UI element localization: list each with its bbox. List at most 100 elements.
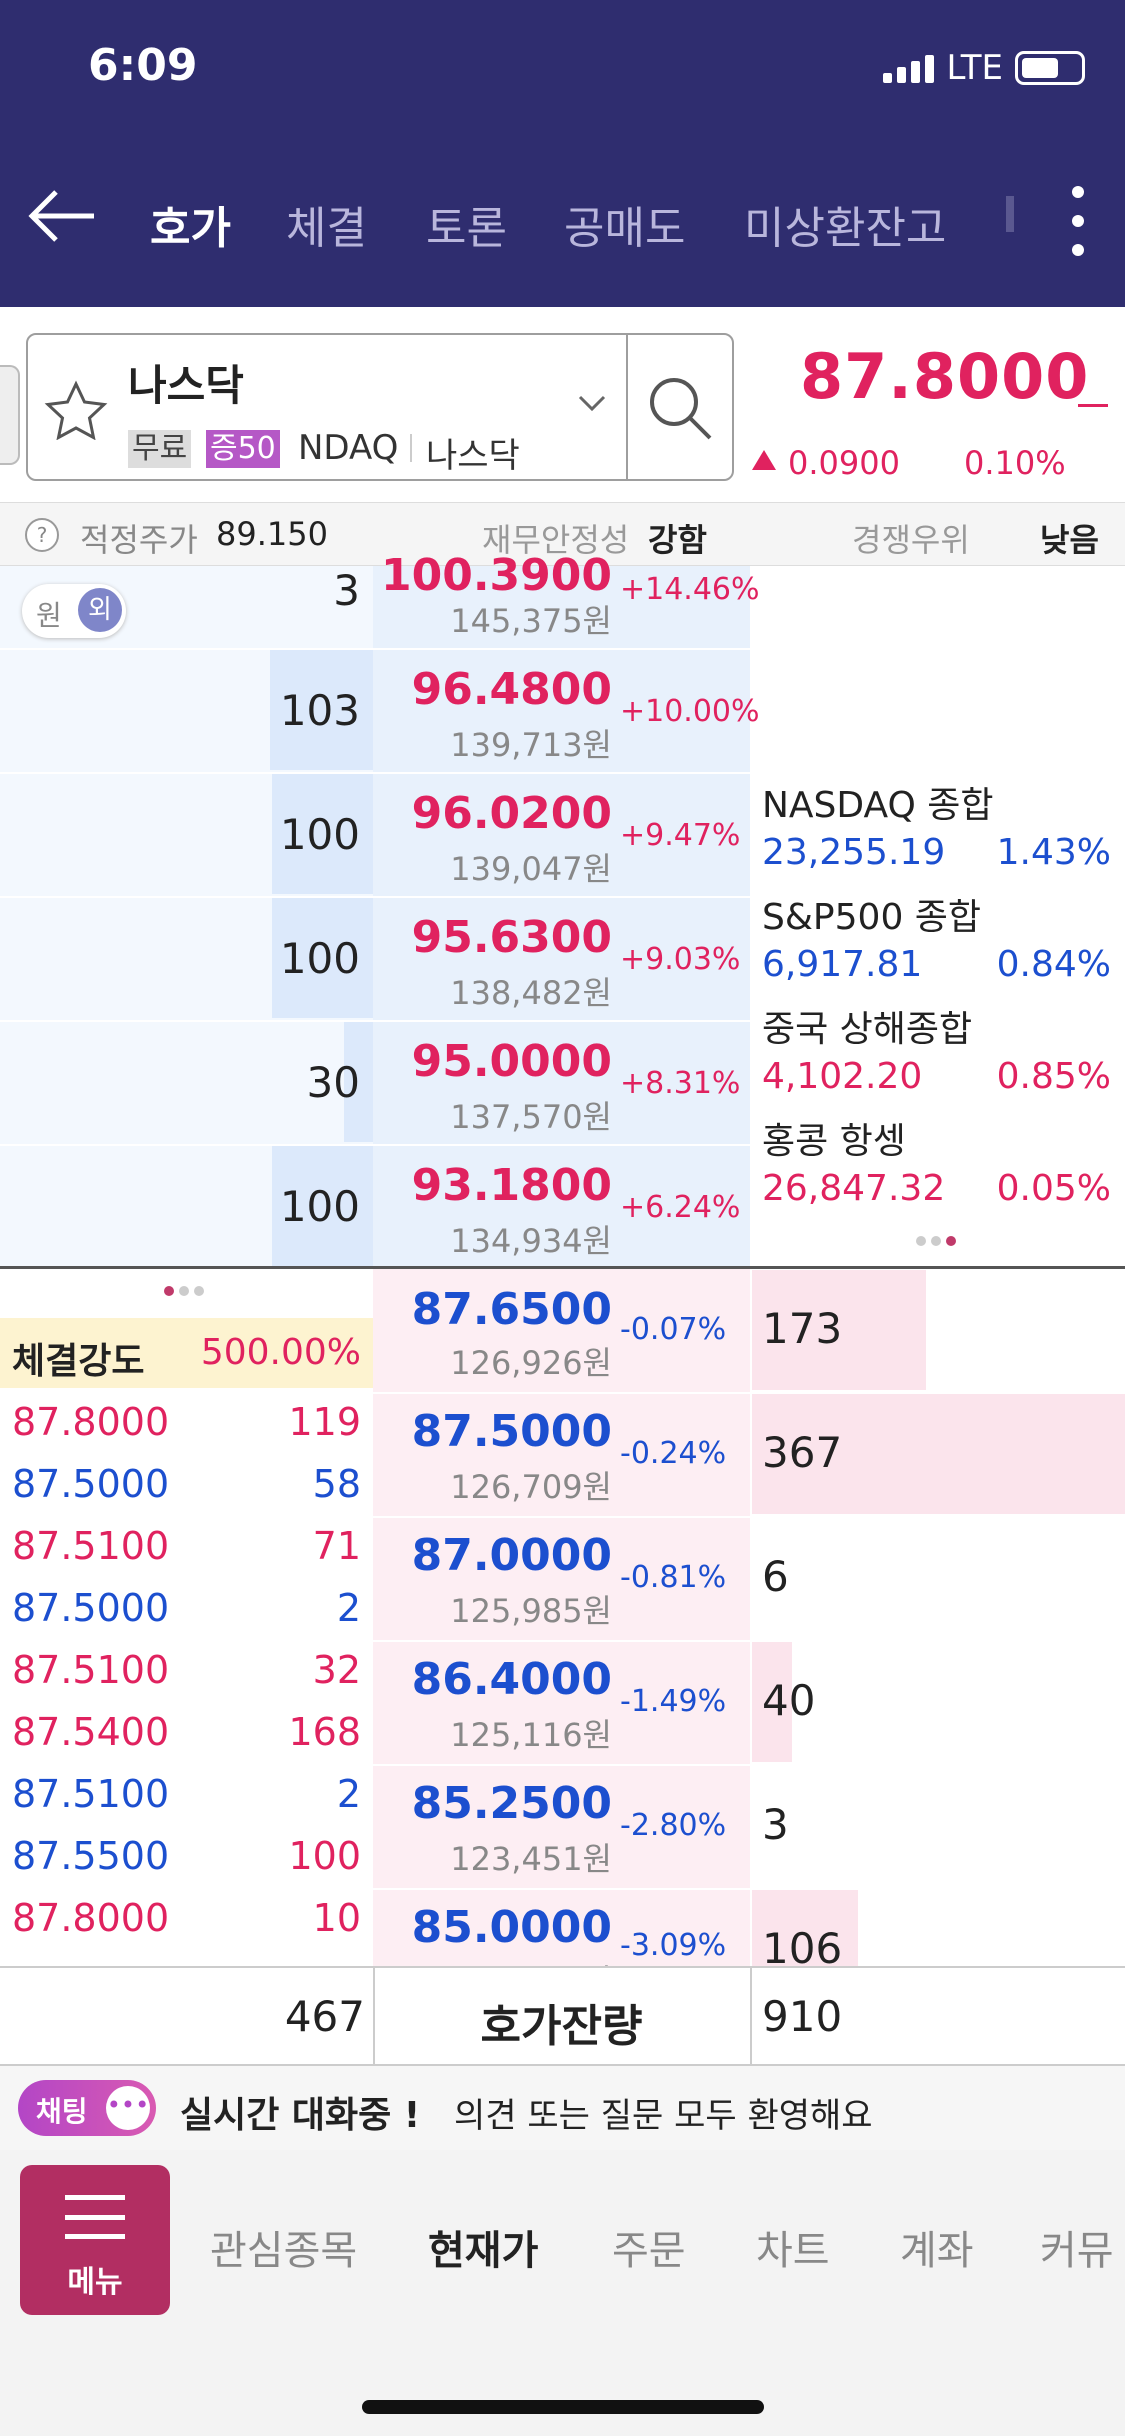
- ask-qty: 30: [306, 1058, 360, 1107]
- ask-won: 139,047원: [450, 850, 612, 888]
- market-index-panel: [750, 566, 1125, 1266]
- chevron-down-icon[interactable]: [578, 395, 606, 413]
- index-pct: 1.43%: [996, 832, 1111, 873]
- bid-price[interactable]: 85.2500: [411, 1778, 612, 1829]
- tab-unpaid-balance[interactable]: 미상환잔고: [744, 203, 947, 254]
- bid-qty: 3: [762, 1800, 789, 1849]
- bid-volume-bar: [752, 1642, 792, 1762]
- tick-qty: 2: [336, 1772, 361, 1816]
- tab-discussion[interactable]: 토론: [426, 203, 507, 254]
- bid-total: 910: [762, 1992, 843, 2041]
- nav-order[interactable]: 주문: [612, 2228, 686, 2274]
- bid-price-column: [373, 1269, 750, 1966]
- battery-icon: [1015, 51, 1085, 85]
- row-separator: [373, 1888, 1125, 1890]
- fair-price-label: 적정주가: [80, 521, 198, 559]
- index-pct: 0.05%: [996, 1168, 1111, 1209]
- bid-price[interactable]: 85.0000: [411, 1902, 612, 1953]
- chat-banner[interactable]: 채팅 ••• 실시간 대화중 ! 의견 또는 질문 모두 환영해요: [0, 2066, 1125, 2150]
- row-separator: [373, 1516, 1125, 1518]
- nav-current-price[interactable]: 현재가: [428, 2228, 539, 2274]
- tick-qty: 10: [312, 1896, 361, 1940]
- nav-community[interactable]: 커뮤: [1040, 2228, 1114, 2274]
- tick-row: 87.5100 2: [0, 1764, 373, 1826]
- ask-price[interactable]: 96.0200: [411, 788, 612, 839]
- tick-row: 87.5500 100: [0, 1826, 373, 1888]
- bid-price[interactable]: 87.5000: [411, 1406, 612, 1457]
- row-separator: [0, 772, 750, 774]
- tick-qty: 58: [312, 1462, 361, 1506]
- chat-badge[interactable]: 채팅 •••: [18, 2080, 156, 2136]
- ask-volume-bar: [344, 1022, 373, 1142]
- ask-price[interactable]: 93.1800: [411, 1160, 612, 1211]
- ask-qty: 100: [279, 1182, 360, 1231]
- index-value: 23,255.19: [762, 832, 946, 873]
- ask-volume-bar: [270, 650, 373, 770]
- more-menu-icon[interactable]: [1070, 186, 1086, 256]
- tick-price: 87.5100: [12, 1772, 170, 1816]
- tick-price: 87.5000: [12, 1462, 170, 1506]
- tick-qty: 2: [336, 1586, 361, 1630]
- valuation-info-row: ? 적정주가 89.150 재무안정성 강함 경쟁우위 낮음: [0, 502, 1125, 566]
- ask-qty: 100: [279, 810, 360, 859]
- bid-price[interactable]: 86.4000: [411, 1654, 612, 1705]
- bid-won: 125,116원: [450, 1716, 612, 1754]
- row-separator: [0, 896, 750, 898]
- badge-margin: 증50: [206, 430, 280, 468]
- side-drawer-handle[interactable]: [0, 365, 20, 465]
- stability-label: 재무안정성: [482, 521, 630, 559]
- tick-row: 87.5000 58: [0, 1454, 373, 1516]
- bid-pct: -0.81%: [620, 1560, 727, 1595]
- home-indicator: [362, 2400, 764, 2414]
- ask-price[interactable]: 96.4800: [411, 664, 612, 715]
- bid-row-partial: 85.0000 123,090원 -3.09% 106: [373, 1890, 1125, 1966]
- fair-price-value: 89.150: [216, 515, 328, 553]
- divider: [750, 1968, 752, 2064]
- bid-price[interactable]: 87.0000: [411, 1530, 612, 1581]
- tick-price: 87.8000: [12, 1896, 170, 1940]
- help-icon[interactable]: ?: [24, 517, 60, 553]
- spread-divider: [0, 1266, 1125, 1269]
- tick-price: 87.5400: [12, 1710, 170, 1754]
- index-value: 4,102.20: [762, 1056, 923, 1097]
- ask-price[interactable]: 100.3900: [380, 550, 612, 601]
- bid-price[interactable]: 87.6500: [411, 1284, 612, 1335]
- index-value: 6,917.81: [762, 944, 923, 985]
- bid-qty: 40: [762, 1676, 816, 1725]
- nav-chart[interactable]: 차트: [756, 2228, 830, 2274]
- foreign-option[interactable]: 외: [78, 588, 122, 632]
- ask-price[interactable]: 95.6300: [411, 912, 612, 963]
- won-option[interactable]: 원: [36, 599, 62, 632]
- star-favorite-icon[interactable]: [44, 380, 108, 440]
- bid-volume-bar: [752, 1890, 858, 1966]
- tick-price: 87.5500: [12, 1834, 170, 1878]
- stock-market: 나스닥: [426, 436, 520, 476]
- tick-row: 87.5100 71: [0, 1516, 373, 1578]
- bid-pct: -0.07%: [620, 1312, 727, 1347]
- ask-pct: +8.31%: [620, 1066, 741, 1101]
- bottom-navigation: [0, 2150, 1125, 2330]
- price-underline: [1078, 404, 1108, 407]
- ask-price-column: [373, 566, 750, 1266]
- divider: [373, 1968, 375, 2064]
- ask-total: 467: [284, 1992, 365, 2041]
- row-separator: [0, 648, 750, 650]
- nav-watchlist[interactable]: 관심종목: [210, 2228, 358, 2274]
- nav-community-clip: 커뮤: [1040, 2218, 1125, 2276]
- back-arrow-icon[interactable]: [28, 186, 98, 246]
- badge-free: 무료: [128, 430, 192, 468]
- bid-volume-bar: [752, 1270, 926, 1390]
- row-separator: [373, 1764, 1125, 1766]
- menu-button[interactable]: 메뉴: [20, 2165, 170, 2315]
- currency-toggle[interactable]: 원 외: [22, 584, 126, 638]
- bid-pct: -1.49%: [620, 1684, 727, 1719]
- tab-short-selling[interactable]: 공매도: [564, 203, 686, 254]
- strength-value: 500.00%: [200, 1332, 361, 1373]
- nav-account[interactable]: 계좌: [900, 2228, 974, 2274]
- tab-trades[interactable]: 체결: [286, 203, 367, 254]
- ask-price[interactable]: 95.0000: [411, 1036, 612, 1087]
- bid-won: 123,090원: [380, 1956, 612, 1966]
- menu-label: 메뉴: [67, 2265, 123, 2300]
- tab-hoga[interactable]: 호가: [150, 203, 231, 254]
- search-icon[interactable]: [644, 372, 716, 444]
